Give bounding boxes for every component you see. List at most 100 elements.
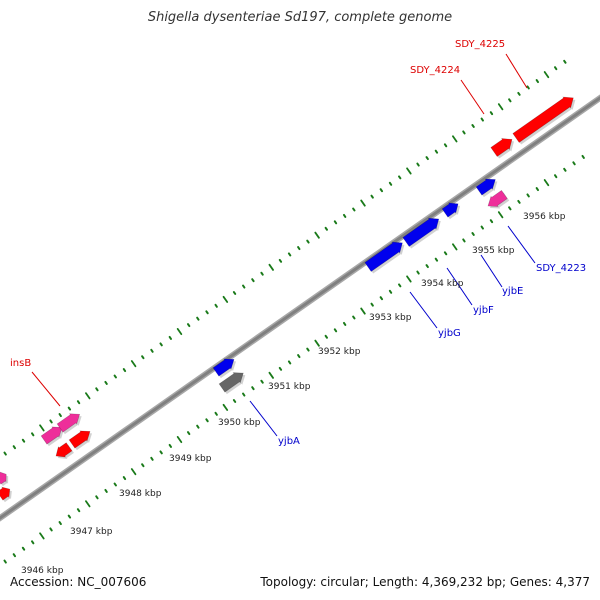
gene-insB-2-body	[56, 413, 81, 433]
gene-label: SDY_4225	[455, 39, 505, 50]
gene-insB-3-body	[68, 430, 91, 449]
ruler-tick	[222, 295, 229, 303]
ruler-tick	[232, 399, 237, 403]
ruler-tick	[370, 302, 374, 307]
ruler-tick	[58, 413, 62, 418]
ruler-tick	[581, 154, 585, 159]
ruler-tick	[306, 347, 310, 352]
ruler-tick	[176, 436, 183, 444]
ruler-tick	[113, 374, 117, 379]
ruler-tick	[406, 275, 412, 283]
ruler-tick	[324, 226, 328, 231]
ruler-tick	[508, 206, 512, 211]
gene-SDY_4224	[490, 138, 515, 159]
gene-insB-4	[55, 442, 74, 459]
ruler-tick	[122, 368, 127, 373]
ruler-tick	[563, 167, 567, 172]
ruler-tick	[21, 546, 26, 551]
gene-label: yjbG	[438, 328, 461, 339]
gene-label: yjbF	[473, 305, 494, 316]
ruler-label: 3949 kbp	[169, 454, 212, 464]
ruler-tick	[342, 321, 347, 326]
map-title: Shigella dysenteriae Sd197, complete gen…	[147, 10, 453, 25]
ruler-tick	[314, 339, 320, 347]
ruler-tick	[434, 257, 439, 262]
ruler-label: 3953 kbp	[369, 313, 412, 323]
ruler-tick	[297, 354, 301, 359]
ruler-tick	[159, 450, 163, 455]
ruler-label: 3956 kbp	[523, 212, 566, 222]
ruler-tick	[260, 379, 264, 384]
gene-yjbG-2-body	[364, 241, 403, 272]
ruler-tick	[416, 162, 420, 167]
ruler-tick	[342, 213, 347, 218]
gene-label: yjbE	[502, 286, 523, 297]
ruler-tick	[553, 66, 558, 71]
ruler-tick	[242, 284, 246, 289]
gene-yjbA	[212, 358, 237, 379]
ruler-tick	[278, 258, 283, 263]
ruler-tick	[85, 392, 91, 400]
ruler-tick	[76, 508, 81, 513]
gene-label: yjbA	[278, 436, 300, 447]
ruler-tick	[543, 179, 550, 187]
gene-label: SDY_4223	[536, 263, 586, 274]
ruler-tick	[398, 175, 402, 180]
gene-yjbA-2-body	[218, 372, 244, 393]
gene-yjbF	[441, 202, 461, 220]
ruler-tick	[360, 199, 366, 207]
gene-layer	[0, 96, 576, 503]
ruler-tick	[67, 514, 72, 519]
ruler-label: 3950 kbp	[218, 418, 261, 428]
label-layer: 3946 kbp 3947 kbp 3948 kbp 3949 kbp 3950 kbp…	[10, 39, 586, 576]
ruler-tick	[39, 424, 45, 432]
ruler-label: 3955 kbp	[472, 246, 515, 256]
ruler-tick	[104, 380, 108, 385]
ruler-tick	[85, 500, 91, 508]
ruler-tick	[287, 360, 292, 365]
ruler-label: 3946 kbp	[21, 566, 64, 576]
leader-layer	[31, 53, 536, 437]
leader-line	[446, 267, 473, 306]
ruler-tick	[12, 553, 17, 558]
ruler-tick	[462, 130, 466, 135]
ruler-tick	[251, 278, 255, 283]
gene-SDY_4224-body	[490, 138, 513, 157]
gene-edge-1	[0, 471, 9, 487]
ruler-tick	[352, 207, 356, 212]
gene-yjbE-body	[475, 178, 496, 196]
ruler-tick	[186, 431, 191, 436]
ruler-tick	[130, 468, 137, 476]
gene-yjbG-body	[402, 217, 440, 247]
genome-backbone-core	[0, 96, 600, 520]
ruler-label: 3948 kbp	[119, 489, 162, 499]
ruler-tick	[168, 443, 173, 448]
ruler-tick	[31, 540, 35, 545]
ruler-tick	[497, 103, 504, 111]
ruler-tick	[563, 59, 567, 64]
ruler-tick	[113, 482, 117, 487]
ruler-tick	[3, 559, 7, 564]
ruler-tick	[388, 289, 393, 294]
ruler-tick	[141, 463, 145, 468]
ruler-tick	[379, 188, 384, 193]
ruler-tick	[49, 527, 53, 532]
ruler-tick	[489, 219, 494, 224]
ruler-tick	[535, 79, 540, 84]
ruler-tick	[324, 334, 328, 339]
gene-SDY_4223	[487, 190, 510, 209]
ruler-tick	[425, 156, 429, 161]
ruler-tick	[443, 251, 448, 256]
ruler-tick	[186, 323, 191, 328]
gene-SDY_4223-body	[487, 190, 508, 207]
ruler-tick	[379, 296, 384, 301]
gene-insB-4-body	[55, 442, 73, 458]
ruler-label: 3954 kbp	[421, 279, 464, 289]
ruler-tick	[150, 456, 154, 461]
ruler-tick	[526, 193, 530, 198]
ruler-tick	[150, 348, 154, 353]
ruler-tick	[58, 521, 62, 526]
ruler-tick	[526, 85, 530, 90]
ruler-tick	[398, 283, 402, 288]
gene-label: insB	[10, 358, 31, 369]
